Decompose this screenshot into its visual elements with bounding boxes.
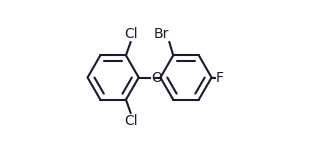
Text: Cl: Cl xyxy=(124,114,138,128)
Text: Cl: Cl xyxy=(124,27,138,41)
Text: F: F xyxy=(216,71,224,84)
Text: Br: Br xyxy=(153,27,169,41)
Text: O: O xyxy=(151,71,162,84)
